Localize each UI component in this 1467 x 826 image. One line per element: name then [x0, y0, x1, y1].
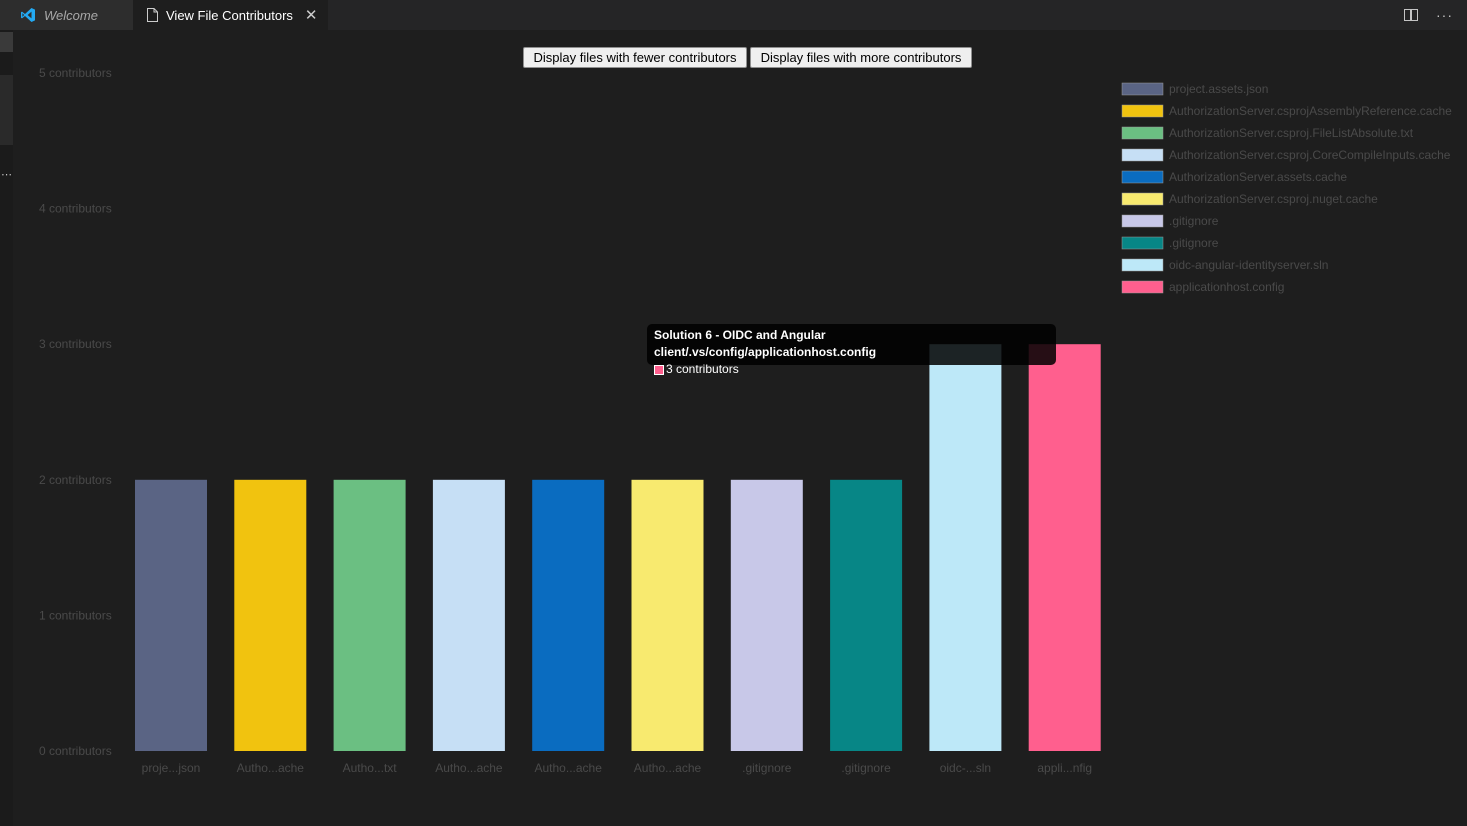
tooltip-swatch — [654, 364, 664, 375]
gutter-thumb — [0, 32, 13, 52]
legend-item[interactable]: AuthorizationServer.csproj.FileListAbsol… — [1169, 126, 1414, 140]
legend-item[interactable]: applicationhost.config — [1169, 280, 1284, 294]
legend-swatch — [1121, 214, 1164, 228]
tooltip-title: Solution 6 - OIDC and Angular client/.vs… — [654, 328, 877, 359]
legend-swatch — [1121, 170, 1164, 184]
bar[interactable] — [234, 479, 307, 751]
display-more-contributors-button[interactable]: Display files with more contributors — [750, 47, 972, 68]
tab-welcome-label: Welcome — [44, 7, 98, 23]
left-gutter: ⋯ — [0, 30, 13, 826]
legend-swatch — [1121, 104, 1164, 118]
x-tick-label: oidc-...sln — [940, 761, 991, 775]
tab-welcome[interactable]: Welcome — [0, 0, 133, 30]
y-tick-label: 3 contributors — [39, 337, 112, 351]
split-editor-icon[interactable] — [1404, 9, 1418, 21]
legend-item[interactable]: AuthorizationServer.csproj.nuget.cache — [1169, 192, 1378, 206]
legend-item[interactable]: AuthorizationServer.csprojAssemblyRefere… — [1169, 104, 1452, 118]
editor-actions: ··· — [1404, 0, 1467, 30]
gutter-thumb-secondary — [0, 75, 13, 145]
x-tick-label: appli...nfig — [1037, 761, 1092, 775]
y-tick-label: 0 contributors — [39, 744, 112, 758]
legend-swatch — [1121, 280, 1164, 294]
x-tick-label: Autho...ache — [237, 761, 305, 775]
y-axis: 0 contributors 1 contributors 2 contributo… — [39, 66, 112, 758]
x-tick-label: proje...json — [142, 761, 201, 775]
y-tick-label: 5 contributors — [39, 66, 112, 80]
x-tick-label: .gitignore — [841, 761, 891, 775]
legend-item[interactable]: project.assets.json — [1169, 82, 1268, 96]
legend-swatch — [1121, 126, 1164, 140]
y-tick-label: 1 contributors — [39, 608, 112, 622]
close-icon[interactable]: ✕ — [304, 7, 318, 24]
x-tick-label: Autho...txt — [343, 761, 398, 775]
x-tick-label: Autho...ache — [634, 761, 702, 775]
legend-item[interactable]: oidc-angular-identityserver.sln — [1169, 258, 1328, 272]
x-tick-label: Autho...ache — [435, 761, 503, 775]
bar[interactable] — [1028, 344, 1101, 751]
bar[interactable] — [929, 344, 1002, 751]
legend-swatch — [1121, 236, 1164, 250]
legend-swatch — [1121, 258, 1164, 272]
legend-swatch — [1121, 148, 1164, 162]
y-tick-label: 2 contributors — [39, 473, 112, 487]
bar[interactable] — [830, 479, 903, 751]
tooltip-row: 3 contributors — [654, 361, 1049, 378]
x-tick-label: Autho...ache — [535, 761, 603, 775]
bar[interactable] — [631, 479, 704, 751]
vscode-logo-icon — [21, 8, 35, 22]
tooltip-value: 3 contributors — [666, 362, 739, 376]
legend-item[interactable]: .gitignore — [1169, 236, 1219, 250]
bar[interactable] — [730, 479, 803, 751]
bars — [135, 344, 1101, 751]
legend-swatch — [1121, 82, 1164, 96]
display-fewer-contributors-button[interactable]: Display files with fewer contributors — [523, 47, 747, 68]
bar[interactable] — [333, 479, 406, 751]
chart-tooltip: Solution 6 - OIDC and Angular client/.vs… — [647, 324, 1056, 376]
x-axis: proje...json Autho...ache Autho...txt Autho… — [142, 761, 1092, 775]
bar[interactable] — [135, 479, 207, 751]
bar[interactable] — [532, 479, 605, 751]
y-tick-label: 4 contributors — [39, 202, 112, 216]
tab-view-file-contributors-label: View File Contributors — [166, 7, 293, 23]
legend-item[interactable]: AuthorizationServer.csproj.CoreCompileIn… — [1169, 148, 1451, 162]
gutter-more-icon[interactable]: ⋯ — [1, 169, 12, 181]
bar[interactable] — [432, 479, 505, 751]
legend-item[interactable]: AuthorizationServer.assets.cache — [1169, 170, 1347, 184]
x-tick-label: .gitignore — [742, 761, 792, 775]
legend: project.assets.json AuthorizationServer.c… — [1121, 82, 1452, 294]
more-actions-icon[interactable]: ··· — [1436, 7, 1453, 23]
legend-swatch — [1121, 192, 1164, 206]
editor-tab-bar: Welcome View File Contributors ✕ ··· — [0, 0, 1467, 30]
legend-item[interactable]: .gitignore — [1169, 214, 1219, 228]
file-icon — [147, 8, 158, 22]
tab-view-file-contributors[interactable]: View File Contributors ✕ — [133, 0, 328, 30]
